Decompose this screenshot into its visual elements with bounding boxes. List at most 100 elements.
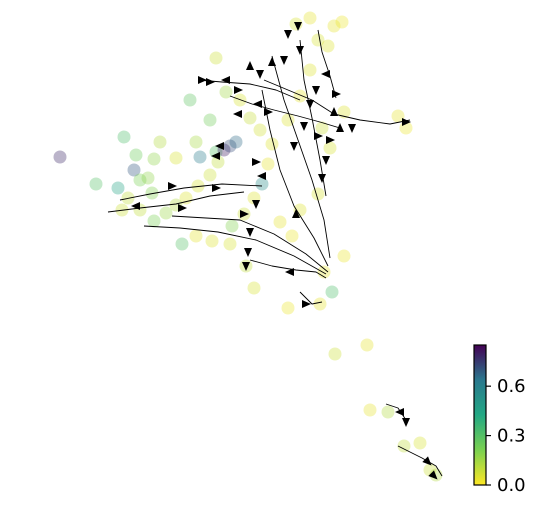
- cell-point: [191, 179, 205, 193]
- cell-point: [303, 63, 317, 77]
- cell-point: [203, 168, 217, 182]
- cell-point: [159, 206, 173, 220]
- cell-point: [313, 297, 327, 311]
- cell-point: [327, 19, 341, 33]
- cell-point: [273, 215, 287, 229]
- cell-point: [337, 249, 351, 263]
- colorbar-ticks: 0.0 0.3 0.6: [486, 376, 526, 496]
- cell-point: [255, 177, 269, 191]
- cell-point: [247, 281, 261, 295]
- colorbar-gradient: [473, 344, 487, 486]
- cell-point: [335, 15, 349, 29]
- velocity-arrow: [264, 108, 273, 116]
- cell-point: [311, 33, 325, 47]
- colorbar: 0.0 0.3 0.6: [473, 344, 526, 496]
- velocity-arrow: [294, 22, 302, 31]
- cell-point: [175, 237, 189, 251]
- velocity-arrow: [280, 56, 288, 65]
- velocity-arrow: [402, 118, 411, 126]
- cell-point: [225, 219, 239, 233]
- velocity-arrow: [300, 122, 308, 131]
- cell-point: [141, 171, 155, 185]
- velocity-arrow: [302, 300, 311, 308]
- cell-point: [89, 177, 103, 191]
- velocity-arrow: [402, 418, 410, 427]
- cell-point: [111, 181, 125, 195]
- streamline: [299, 39, 327, 197]
- velocity-arrow: [312, 86, 320, 95]
- velocity-arrow: [233, 110, 242, 118]
- cell-point: [281, 301, 295, 315]
- streamline: [397, 445, 443, 477]
- velocity-arrow: [212, 184, 221, 192]
- streamline: [299, 291, 323, 305]
- colorbar-tick-label: 0.6: [497, 376, 526, 397]
- cell-point: [397, 439, 411, 453]
- cell-point: [127, 163, 141, 177]
- velocity-arrow: [234, 86, 243, 94]
- cell-point: [229, 135, 243, 149]
- cell-point: [265, 137, 279, 151]
- cell-point: [147, 214, 161, 228]
- velocity-arrow: [244, 248, 252, 257]
- velocity-arrow: [348, 124, 356, 133]
- velocity-arrow: [206, 78, 215, 86]
- cell-point: [325, 285, 339, 299]
- cell-point: [193, 150, 207, 164]
- cell-point: [211, 155, 225, 169]
- streamline: [119, 183, 263, 201]
- velocity-arrows: [131, 22, 438, 480]
- velocity-arrow: [215, 142, 224, 150]
- cell-point: [53, 150, 67, 164]
- cell-point: [189, 229, 203, 243]
- velocity-arrow: [318, 174, 326, 183]
- velocity-arrow: [290, 142, 298, 151]
- cell-point: [413, 436, 427, 450]
- cell-point: [243, 111, 257, 125]
- velocity-arrow: [314, 132, 323, 140]
- velocity-arrow: [246, 228, 254, 237]
- cell-point: [169, 151, 183, 165]
- cell-point: [223, 139, 237, 153]
- cell-point: [293, 89, 307, 103]
- streamline: [197, 79, 301, 101]
- cell-point: [117, 130, 131, 144]
- cell-point: [285, 229, 299, 243]
- streamline: [143, 225, 327, 275]
- cell-point: [205, 234, 219, 248]
- velocity-arrow: [428, 470, 438, 480]
- velocity-arrow: [321, 70, 330, 78]
- cell-point: [133, 173, 147, 187]
- cell-points: [53, 11, 443, 482]
- streamline: [317, 29, 337, 99]
- cell-point: [261, 157, 275, 171]
- cell-point: [153, 135, 167, 149]
- cell-point: [328, 347, 342, 361]
- velocity-arrow: [246, 61, 254, 70]
- velocity-arrow: [242, 262, 250, 271]
- velocity-arrow: [292, 209, 300, 218]
- velocity-arrow: [198, 76, 207, 84]
- cell-point: [303, 11, 317, 25]
- streamline: [249, 259, 327, 279]
- velocity-arrow: [257, 172, 266, 180]
- velocity-arrow: [268, 57, 276, 66]
- velocity-arrow: [395, 408, 404, 416]
- streamline: [261, 89, 329, 267]
- cell-point: [129, 148, 143, 162]
- velocity-arrow: [131, 202, 140, 210]
- velocity-arrow: [296, 46, 304, 55]
- colorbar-tick-label: 0.0: [497, 475, 526, 496]
- cell-point: [253, 123, 267, 137]
- cell-point: [281, 113, 295, 127]
- cell-point: [147, 152, 161, 166]
- cell-point: [381, 405, 395, 419]
- cell-point: [183, 93, 197, 107]
- velocity-arrow: [221, 76, 230, 84]
- velocity-arrow: [178, 204, 187, 212]
- cell-point: [209, 51, 223, 65]
- velocity-arrow: [168, 182, 177, 190]
- colorbar-tick-label: 0.3: [497, 426, 526, 447]
- velocity-arrow: [256, 70, 264, 79]
